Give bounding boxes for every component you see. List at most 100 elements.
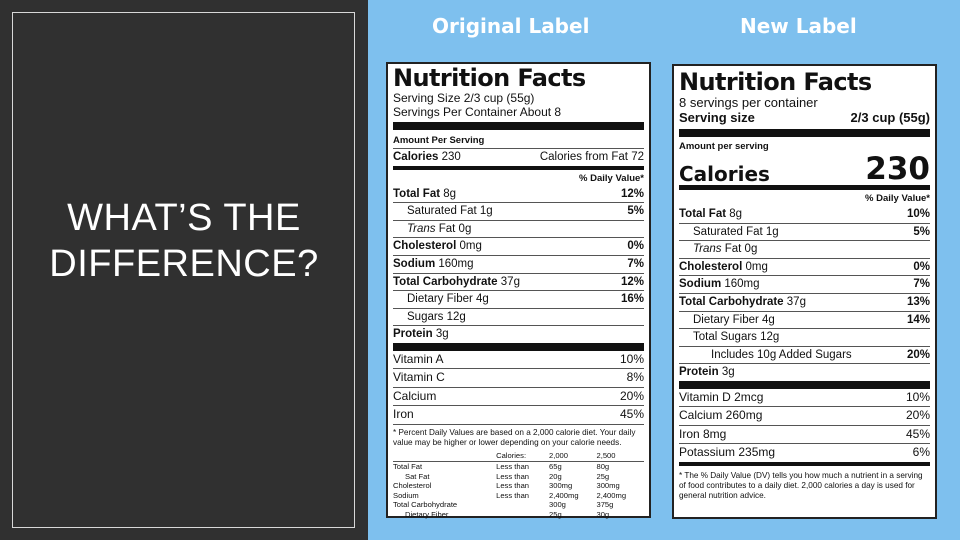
nutrient-row: Cholesterol 0mg 0% [679,257,930,276]
ref-cell-c3: 2,400mg [549,490,579,500]
new-title: Nutrition Facts [679,68,872,96]
ref-cell-c3: 20g [549,471,562,481]
nutrient-name-group: Dietary Fiber 4g [679,312,775,329]
ref-table-row: Total Carbohydrate 300g 375g [393,500,644,510]
original-label-heading: Original Label [432,14,590,38]
nutrient-label: Protein [679,366,719,379]
vitamin-label: Iron 8mg [679,426,727,441]
nutrient-label: Saturated Fat [407,205,477,218]
nutrient-name-group: Cholesterol 0mg [679,259,768,276]
ref-cell-c2: Less than [496,481,530,491]
nutrient-name-group: Total Sugars 12g [679,329,779,346]
ref-cell-c1: Sodium [393,490,419,500]
ref-cell-c4: 80g [596,461,610,471]
nutrient-dv: 12% [620,275,644,288]
ref-cell-c2 [496,510,549,520]
ref-table-row: Total Fat Less than 65g 80g [393,461,644,471]
vitamin-row: Vitamin D 2mcg 10% [679,389,930,407]
nutrient-amount: 12g [760,331,780,344]
nutrient-amount: 0mg [459,240,482,253]
new-calories-label: Calories [679,162,770,186]
original-amount-per-serving: Amount Per Serving [393,122,644,148]
vitamin-dv: 20% [619,388,644,403]
nutrient-row: Total Carbohydrate 37g 12% [393,272,644,291]
ref-table-row: Sat Fat Less than 20g 25g [393,472,644,482]
slide-title-line-1: WHAT’S THE [67,197,301,239]
nutrient-amount: 3g [721,366,735,379]
original-calories-row: Calories 230 Calories from Fat 72 [393,148,644,166]
nutrient-dv: 7% [627,257,644,270]
new-nutrient-rows: Total Fat 8g 10% Saturated Fat 1g 5% Trans F… [679,206,930,381]
vitamin-row: Calcium 260mg 20% [679,406,930,425]
nutrient-amount: 3g [435,328,449,341]
new-serving-size-value: 2/3 cup (55g) [850,110,930,125]
new-servings-per-container: 8 servings per container [679,95,818,110]
nutrient-label: Dietary Fiber [693,313,759,326]
nutrient-row: Total Sugars 12g [679,328,930,346]
ref-cell-c3: 65g [549,461,562,471]
vitamin-row: Calcium 20% [393,386,644,406]
nutrient-name-group: Protein 3g [393,326,449,343]
nutrient-amount: 160mg [724,278,760,291]
nutrient-amount: 8g [729,208,743,220]
left-frame [12,12,355,528]
nutrient-label: Total Fat [679,208,727,220]
ref-header-c3: 2,000 [549,451,569,461]
nutrient-row: Cholesterol 0mg 0% [393,237,644,255]
nutrient-amount: 12g [446,310,466,323]
nutrient-dv: 16% [620,293,644,306]
vitamin-dv: 10% [905,389,930,404]
new-footnote: * The % Daily Value (DV) tells you how m… [679,461,930,502]
nutrient-amount: Fat 0g [724,243,758,256]
ref-cell-c1: Sat Fat [405,471,430,481]
nutrient-amount: 160mg [438,257,474,270]
nutrient-name-group: Trans Fat 0g [679,241,757,258]
vitamin-label: Iron [393,407,414,422]
original-serving-size: Serving Size 2/3 cup (55g) [393,91,535,105]
original-servings-per-container: Servings Per Container About 8 [393,105,562,119]
nutrient-dv: 0% [627,240,644,253]
new-serving-size-label: Serving size [679,110,755,125]
original-footnote: * Percent Daily Values are based on a 2,… [393,423,644,448]
new-amount-per-serving: Amount per serving [679,129,930,153]
nutrient-name-group: Trans Fat 0g [393,221,471,238]
nutrient-row: Dietary Fiber 4g 16% [393,290,644,308]
nutrient-name-group: Includes 10g Added Sugars [679,347,852,364]
nutrient-row: Protein 3g [679,363,930,381]
nutrient-amount: Fat 0g [438,222,472,235]
nutrient-name-group: Total Fat 8g [679,206,742,223]
slide-title: WHAT’S THE DIFFERENCE? [0,195,368,287]
nutrient-label: Includes 10g Added Sugars [711,348,852,361]
nutrient-label: Trans [407,222,436,235]
vitamin-row: Vitamin A 10% [393,351,644,369]
nutrient-row: Includes 10g Added Sugars 20% [679,345,930,364]
nutrient-dv: 14% [906,313,930,326]
nutrient-row: Trans Fat 0g [679,240,930,258]
new-nutrition-label: Nutrition Facts 8 servings per container… [672,64,937,519]
nutrient-row: Sugars 12g [393,307,644,326]
nutrient-amount: 1g [479,205,493,218]
nutrient-name-group: Total Carbohydrate 37g [679,294,806,311]
vitamin-dv: 10% [619,351,644,366]
ref-cell-c2: Less than [496,490,530,500]
nutrient-amount: 8g [443,187,457,200]
new-dv-header: % Daily Value* [679,185,930,206]
nutrient-label: Sodium [679,278,722,291]
nutrient-label: Total Carbohydrate [393,275,498,288]
nutrient-dv: 7% [913,278,930,291]
new-mineral-rows: Vitamin D 2mcg 10% Calcium 260mg 20% Iron 8m… [679,380,930,462]
ref-cell-c4: 2,400mg [596,490,627,500]
vitamin-label: Calcium [393,388,437,403]
vitamin-label: Vitamin A [393,351,444,366]
ref-cell-c1: Dietary Fiber [405,509,449,519]
vitamin-label: Potassium 235mg [679,445,776,460]
slide-title-line-2: DIFFERENCE? [49,243,319,285]
original-calories-from-fat: Calories from Fat 72 [539,151,644,163]
nutrient-amount: 4g [762,313,775,326]
original-vitamin-rows: Vitamin A 10% Vitamin C 8% Calcium 20% Iron 45% [393,342,644,424]
nutrient-dv: 5% [627,205,644,218]
nutrient-dv: 0% [913,260,930,273]
ref-header-c4: 2,500 [596,451,616,461]
nutrient-amount: 37g [786,295,806,308]
nutrient-amount: 1g [765,225,779,238]
